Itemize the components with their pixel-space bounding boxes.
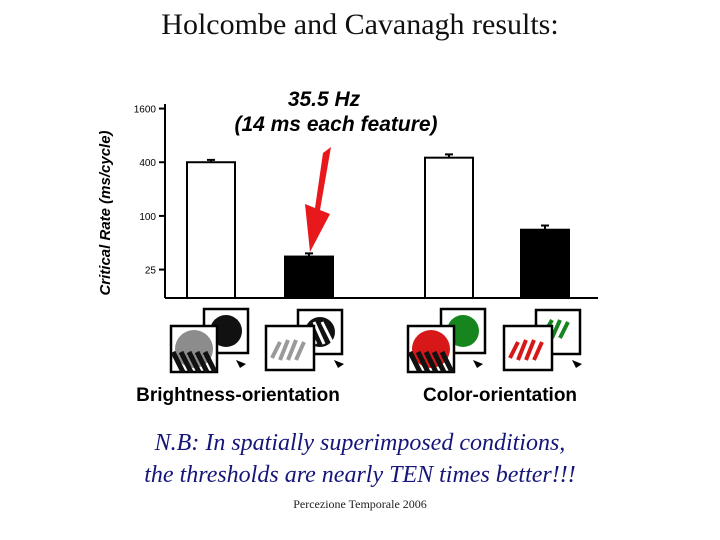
stimulus-icon: [502, 308, 582, 372]
y-tick-label: 25: [145, 266, 157, 277]
bar-separate: [186, 161, 236, 299]
red-arrow-icon: [305, 147, 331, 252]
note-line-2: the thresholds are nearly TEN times bett…: [144, 462, 576, 488]
bar-superimposed: [284, 255, 334, 299]
stimulus-icon: [406, 307, 487, 374]
note-line-1: N.B: In spatially superimposed condition…: [154, 430, 566, 456]
stimulus-icon: [169, 307, 250, 374]
group-label-color: Color-orientation: [423, 385, 577, 406]
y-tick-label: 100: [139, 212, 156, 223]
y-tick-label: 400: [139, 158, 156, 169]
stimulus-icon: [264, 308, 344, 372]
y-axis-label: Critical Rate (ms/cycle): [97, 130, 114, 295]
bar-superimposed: [520, 228, 570, 299]
y-tick-label: 1600: [134, 105, 157, 116]
footer-text: Percezione Temporale 2006: [293, 497, 427, 511]
bar-separate: [424, 156, 474, 299]
group-label-brightness: Brightness-orientation: [136, 385, 340, 406]
chart-subtitle: (14 ms each feature): [234, 113, 437, 136]
slide-title: Holcombe and Cavanagh results:: [161, 8, 559, 41]
chart-title: 35.5 Hz: [288, 88, 361, 111]
